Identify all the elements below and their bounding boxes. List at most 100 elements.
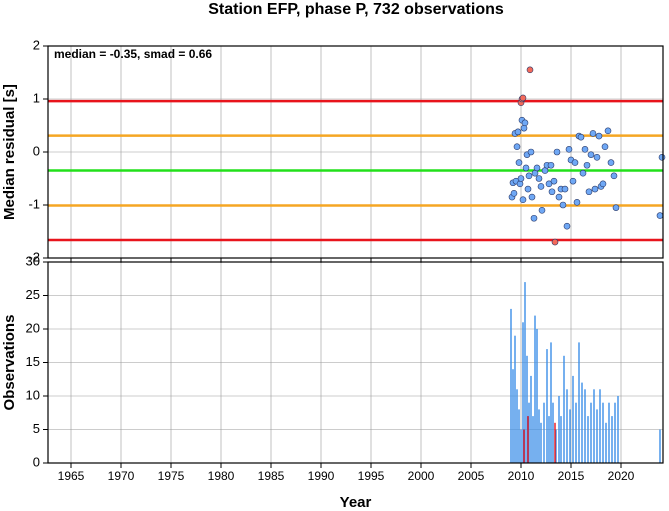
data-point: [520, 124, 528, 132]
y-tick-label: 0: [33, 143, 40, 158]
bar: [575, 402, 577, 463]
data-point: [545, 180, 553, 188]
y-tick-label: -1: [28, 196, 40, 211]
y-axis-label: Observations: [1, 315, 18, 411]
bar: [527, 416, 529, 463]
bar: [528, 402, 530, 463]
data-point: [565, 146, 573, 153]
y-tick-label: 1: [33, 90, 40, 105]
data-point: [521, 119, 529, 127]
data-point: [551, 238, 559, 246]
x-tick-label: 2020: [608, 469, 635, 483]
y-tick-label: -2: [28, 249, 40, 264]
bar: [532, 416, 534, 463]
bar: [524, 282, 526, 463]
data-point: [561, 185, 569, 193]
x-tick-label: 1970: [108, 469, 135, 483]
bar: [530, 375, 532, 463]
x-tick-label: 1995: [358, 469, 385, 483]
data-point: [591, 185, 599, 193]
bar: [560, 416, 562, 463]
data-point: [599, 180, 607, 188]
data-point: [595, 132, 603, 140]
data-point: [535, 175, 543, 182]
bar: [608, 402, 610, 463]
bar: [578, 342, 580, 463]
bar: [510, 308, 512, 463]
data-point: [587, 151, 595, 158]
data-point: [510, 190, 518, 197]
y-tick-label: 5: [33, 421, 40, 436]
data-point: [553, 148, 561, 156]
data-point: [559, 201, 567, 209]
data-point: [658, 154, 666, 161]
x-tick-label: 2010: [508, 469, 535, 483]
data-point: [519, 196, 527, 203]
bar: [587, 416, 589, 463]
bar: [520, 429, 522, 463]
bar: [540, 422, 542, 463]
y-tick-label: 15: [26, 354, 40, 369]
bar: [599, 389, 601, 463]
bar: [569, 409, 571, 463]
bar: [543, 402, 545, 463]
x-tick-label: 2000: [408, 469, 435, 483]
bar: [563, 355, 565, 463]
data-point: [514, 128, 522, 136]
data-point: [589, 130, 597, 137]
x-tick-label: 2015: [558, 469, 585, 483]
bar: [659, 429, 661, 463]
bar: [558, 396, 560, 463]
data-point: [550, 177, 558, 185]
data-point: [530, 214, 538, 222]
bar: [581, 382, 583, 463]
x-axis-label: Year: [340, 494, 372, 511]
y-tick-label: 2: [33, 37, 40, 52]
bar: [546, 349, 548, 463]
data-point: [583, 161, 591, 169]
bar: [522, 322, 524, 463]
y-tick-label: 0: [33, 454, 40, 469]
data-point: [525, 172, 533, 180]
data-point: [577, 133, 585, 141]
data-point: [548, 188, 556, 196]
data-point: [519, 94, 527, 102]
bar: [550, 342, 552, 463]
y-tick-label: 20: [26, 320, 40, 335]
x-tick-label: 1985: [258, 469, 285, 483]
data-point: [569, 177, 577, 185]
data-point: [547, 161, 555, 169]
bar: [534, 315, 536, 463]
data-point: [526, 66, 534, 74]
data-point: [516, 180, 524, 188]
bar: [602, 402, 604, 463]
data-point: [610, 172, 618, 180]
data-point: [607, 159, 615, 166]
bar: [518, 409, 520, 463]
bar: [516, 389, 518, 463]
data-point: [579, 169, 587, 177]
data-point: [537, 183, 545, 190]
bar: [548, 416, 550, 463]
data-point: [524, 185, 532, 193]
data-point: [612, 204, 620, 211]
data-point: [571, 159, 579, 166]
data-point: [601, 143, 609, 150]
data-point: [604, 127, 612, 135]
bar: [536, 329, 538, 463]
bar: [611, 416, 613, 463]
y-tick-label: 25: [26, 287, 40, 302]
data-point: [593, 154, 601, 161]
chart-title: Station EFP, phase P, 732 observations: [208, 1, 504, 18]
x-tick-label: 1975: [158, 469, 185, 483]
x-tick-label: 1990: [308, 469, 335, 483]
bar: [572, 375, 574, 463]
plot-frame: [47, 261, 664, 464]
bar: [590, 402, 592, 463]
plot-frame: [47, 45, 664, 259]
bar: [596, 409, 598, 463]
bar: [538, 409, 540, 463]
data-point: [656, 212, 664, 219]
bar: [614, 402, 616, 463]
